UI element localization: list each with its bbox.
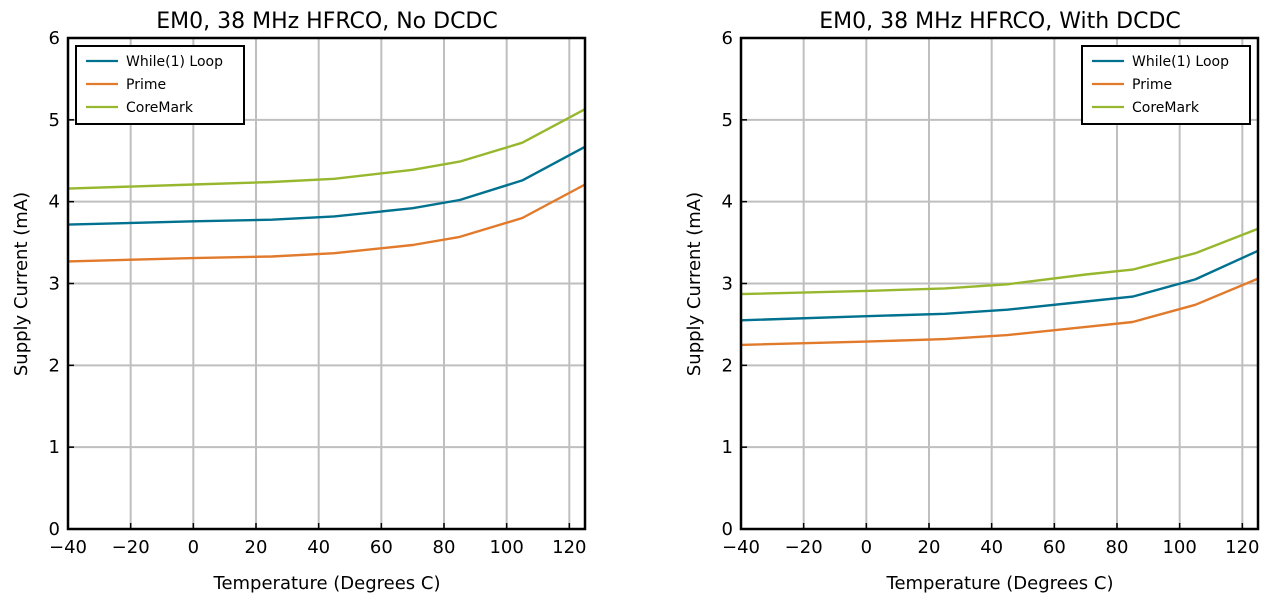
- chart-panel-right: EM0, 38 MHz HFRCO, With DCDC −40 −20 0 20 40…: [684, 9, 1260, 594]
- y-ticks-left: 0 1 2 3 4 5 6: [49, 28, 74, 540]
- grid-left: [67, 37, 585, 530]
- legend-frame-right: [1081, 45, 1251, 125]
- x-tick-label: −40: [722, 537, 760, 558]
- series-line-prime: [67, 183, 586, 263]
- y-tick-label: 3: [49, 274, 60, 295]
- x-tick-label: 100: [1162, 537, 1196, 558]
- x-tick-label: 100: [489, 537, 523, 558]
- x-tick-label: 40: [980, 537, 1003, 558]
- y-tick-label: 6: [49, 28, 60, 49]
- series-line-prime: [740, 277, 1259, 347]
- legend-label-prime: Prime: [126, 77, 166, 93]
- series-line-while-1-loop: [67, 145, 586, 226]
- legend-left: While(1) Loop Prime CoreMark: [75, 45, 245, 125]
- x-ticks-right: −40 −20 0 20 40 60 80 100 120: [722, 523, 1260, 558]
- y-tick-label: 5: [49, 110, 60, 131]
- y-tick-label: 3: [722, 274, 733, 295]
- x-tick-label: 20: [918, 537, 941, 558]
- x-tick-label: 0: [188, 537, 199, 558]
- chart-title-right: EM0, 38 MHz HFRCO, With DCDC: [819, 9, 1181, 34]
- y-tick-label: 0: [722, 519, 733, 540]
- y-tick-label: 4: [722, 192, 733, 213]
- legend-label-while-loop: While(1) Loop: [1132, 54, 1229, 70]
- x-axis-label-left: Temperature (Degrees C): [213, 573, 441, 594]
- x-tick-label: 60: [370, 537, 393, 558]
- legend-label-coremark: CoreMark: [1132, 100, 1200, 116]
- x-tick-label: −20: [112, 537, 150, 558]
- y-tick-label: 1: [49, 437, 60, 458]
- x-tick-label: 80: [1106, 537, 1129, 558]
- y-axis-label-right: Supply Current (mA): [684, 192, 705, 376]
- y-tick-label: 2: [722, 355, 733, 376]
- chart-panel-left: EM0, 38 MHz HFRCO, No DCDC −40 −20 0 20 40 60…: [11, 9, 587, 594]
- x-tick-label: 20: [245, 537, 268, 558]
- x-tick-label: 120: [1225, 537, 1259, 558]
- x-tick-label: 0: [861, 537, 872, 558]
- x-tick-label: 120: [552, 537, 586, 558]
- x-tick-label: 60: [1043, 537, 1066, 558]
- series-line-coremark: [740, 227, 1259, 296]
- x-tick-label: 40: [307, 537, 330, 558]
- lines-right: [740, 227, 1259, 347]
- series-line-while-1-loop: [740, 249, 1259, 322]
- x-tick-label: 80: [433, 537, 456, 558]
- legend-right: While(1) Loop Prime CoreMark: [1081, 45, 1251, 125]
- legend-label-while-loop: While(1) Loop: [126, 54, 223, 70]
- y-ticks-right: 0 1 2 3 4 5 6: [722, 28, 747, 540]
- y-tick-label: 2: [49, 355, 60, 376]
- x-axis-label-right: Temperature (Degrees C): [886, 573, 1114, 594]
- y-tick-label: 4: [49, 192, 60, 213]
- chart-title-left: EM0, 38 MHz HFRCO, No DCDC: [156, 9, 497, 34]
- series-line-coremark: [67, 108, 586, 190]
- x-ticks-left: −40 −20 0 20 40 60 80 100 120: [49, 523, 587, 558]
- lines-left: [67, 108, 586, 263]
- y-tick-label: 1: [722, 437, 733, 458]
- legend-label-coremark: CoreMark: [126, 100, 194, 116]
- y-tick-label: 6: [722, 28, 733, 49]
- legend-label-prime: Prime: [1132, 77, 1172, 93]
- x-tick-label: −20: [785, 537, 823, 558]
- y-tick-label: 0: [49, 519, 60, 540]
- y-axis-label-left: Supply Current (mA): [11, 192, 32, 376]
- y-tick-label: 5: [722, 110, 733, 131]
- x-tick-label: −40: [49, 537, 87, 558]
